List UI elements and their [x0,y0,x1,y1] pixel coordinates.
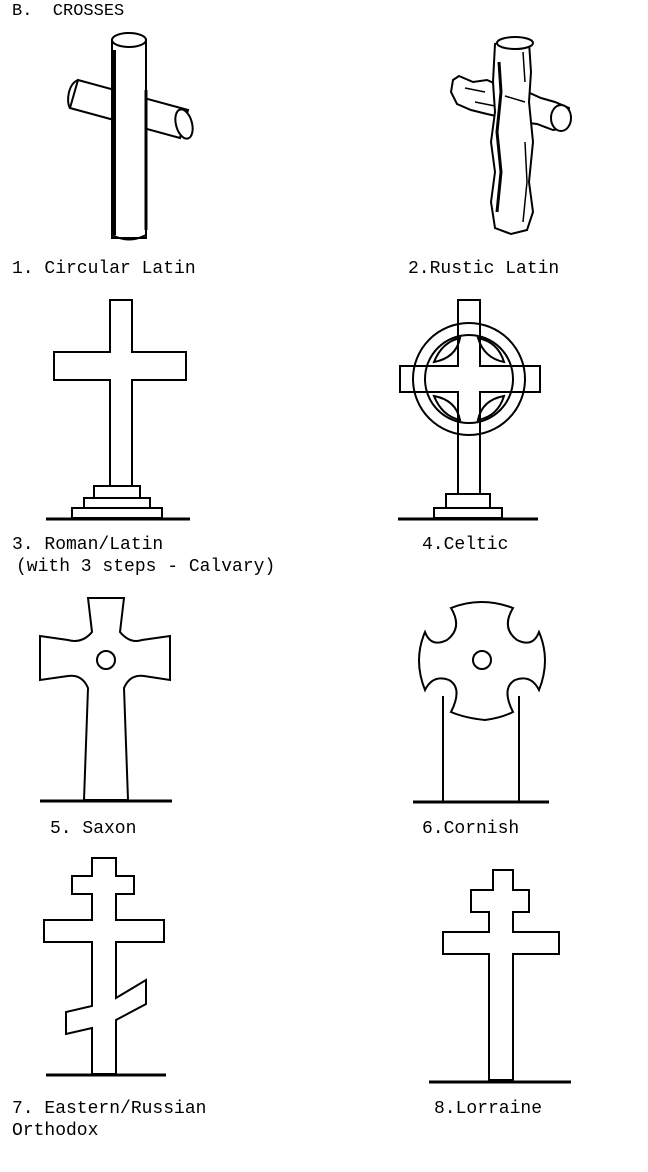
roman-latin-cross-icon [46,299,190,521]
circular-latin-cross-icon [67,32,194,241]
cross-label-7: 7. Eastern/Russian [12,1099,207,1119]
cross-label-5: 5. Saxon [50,819,137,839]
lorraine-cross-icon [429,869,571,1084]
cross-label-3: 3. Roman/Latin [12,535,164,555]
rustic-latin-cross-icon [449,36,572,236]
cross-label-6: 6.Cornish [422,819,520,839]
page-heading: B. CROSSES [12,2,125,21]
cross-sublabel-7: Orthodox [12,1121,99,1141]
cross-label-4: 4.Celtic [422,535,509,555]
cornish-cross-icon [413,601,549,804]
cross-label-1: 1. Circular Latin [12,259,196,279]
eastern-orthodox-cross-icon [43,857,166,1077]
cross-label-2: 2.Rustic Latin [408,259,560,279]
cross-sublabel-3: (with 3 steps - Calvary) [16,557,276,577]
saxon-cross-icon [39,597,172,803]
cross-label-8: 8.Lorraine [434,1099,543,1119]
celtic-cross-icon [398,299,541,521]
